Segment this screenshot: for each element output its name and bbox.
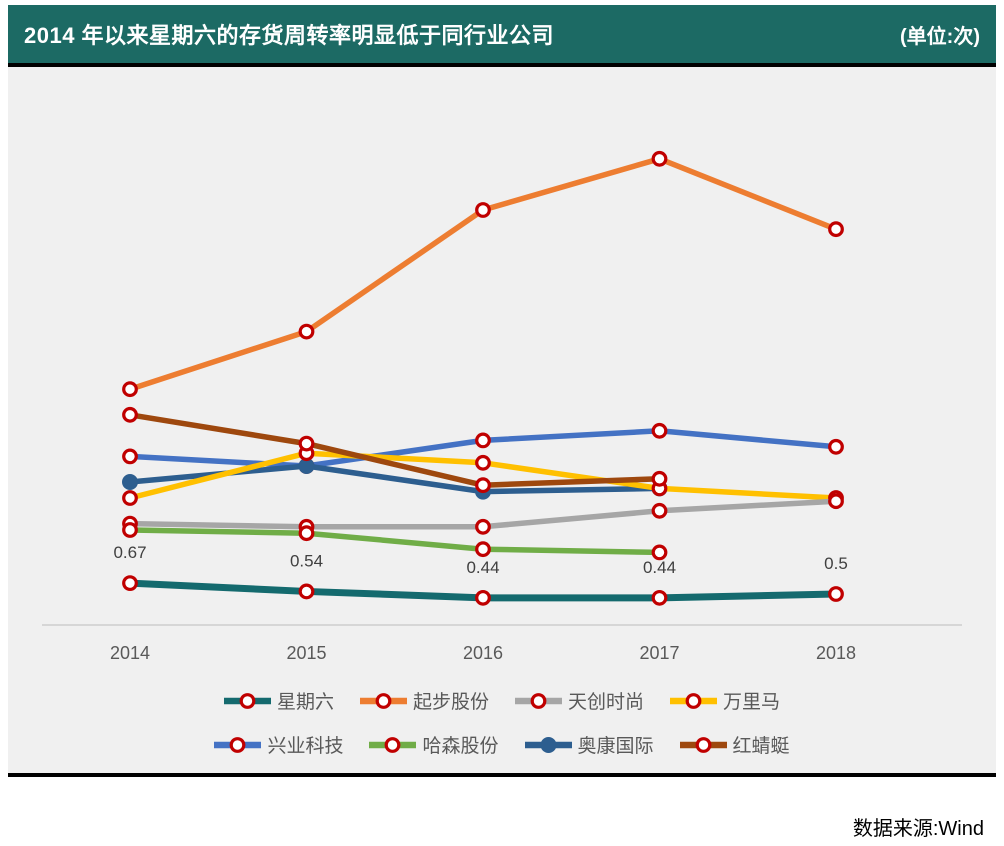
ring-marker-icon	[651, 502, 668, 519]
x-tick-label: 2015	[286, 643, 326, 663]
ring-marker-icon	[475, 454, 491, 471]
legend-item-天创时尚: 天创时尚	[515, 687, 644, 714]
ring-marker-icon	[828, 221, 844, 238]
ring-marker-icon	[651, 470, 668, 487]
ring-marker-icon	[122, 448, 138, 465]
ring-marker-icon	[651, 544, 668, 561]
ring-marker-icon	[475, 202, 491, 218]
ring-marker-icon	[298, 525, 315, 542]
legend-item-星期六: 星期六	[223, 687, 334, 714]
data-label: 0.54	[290, 551, 323, 570]
legend-label: 红蜻蜓	[732, 736, 790, 757]
filled-marker-icon	[298, 458, 315, 474]
ring-marker-icon	[298, 323, 315, 340]
data-label: 0.44	[466, 558, 499, 577]
legend-item-万里马: 万里马	[670, 687, 780, 714]
ring-marker-icon	[122, 490, 138, 506]
legend-marker-icon	[214, 736, 262, 753]
legend-label: 天创时尚	[568, 692, 645, 713]
legend-label: 哈森股份	[422, 736, 499, 757]
legend-label: 起步股份	[412, 692, 489, 713]
ring-marker-icon	[828, 438, 844, 455]
ring-marker-icon	[651, 150, 668, 167]
x-tick-label: 2014	[110, 643, 150, 663]
legend-item-哈森股份: 哈森股份	[369, 731, 499, 758]
chart-header-bar: 2014 年以来星期六的存货周转率明显低于同行业公司 (单位:次)	[8, 5, 996, 63]
top-separator-line	[8, 63, 996, 67]
ring-marker-icon	[475, 432, 491, 449]
legend-label: 兴业科技	[267, 736, 344, 757]
data-label: 0.5	[824, 554, 848, 573]
chart-panel: 2014 2015 2016 2017 2018 0.67 0.54 0.44 0.44 0.5 …	[8, 67, 996, 773]
series-line-红蜻蜓	[127, 412, 663, 488]
ring-marker-icon	[122, 522, 138, 538]
ring-marker-icon	[298, 583, 315, 600]
ring-marker-icon	[475, 477, 491, 494]
filled-marker-icon	[122, 474, 138, 490]
ring-marker-icon	[828, 493, 844, 510]
legend-marker-icon	[223, 692, 271, 709]
ring-marker-icon	[122, 406, 138, 423]
ring-marker-icon	[298, 435, 315, 452]
legend-marker-icon	[515, 692, 562, 709]
legend-marker-icon	[359, 692, 407, 709]
legend-item-奥康国际: 奥康国际	[524, 731, 654, 758]
bottom-separator-line	[8, 773, 996, 777]
ring-marker-icon	[651, 422, 668, 439]
ring-marker-icon	[475, 541, 491, 558]
legend-marker-icon	[369, 736, 417, 753]
ring-marker-icon	[475, 518, 491, 535]
unit-label: (单位:次)	[900, 25, 980, 48]
legend-marker-icon	[670, 692, 718, 709]
legend-row-2: 兴业科技 哈森股份 奥康国际 红蜻蜓	[214, 731, 790, 758]
legend-marker-icon	[524, 736, 572, 753]
ring-marker-icon	[828, 586, 844, 602]
legend-label: 万里马	[723, 692, 781, 713]
legend-item-起步股份: 起步股份	[359, 687, 489, 714]
legend-label: 星期六	[276, 692, 334, 713]
series-line-哈森股份	[127, 527, 663, 556]
data-source-label: 数据来源:Wind	[852, 818, 984, 840]
line-chart: 2014 2015 2016 2017 2018 0.67 0.54 0.44 0.44 0.5	[42, 150, 962, 663]
ring-marker-icon	[122, 381, 138, 398]
legend-item-红蜻蜓: 红蜻蜓	[679, 731, 790, 758]
legend-label: 奥康国际	[577, 736, 654, 757]
x-tick-label: 2018	[816, 643, 856, 663]
data-label: 0.67	[113, 543, 146, 562]
legend-item-兴业科技: 兴业科技	[214, 731, 343, 758]
x-tick-label: 2017	[639, 643, 679, 663]
ring-marker-icon	[475, 589, 491, 606]
ring-marker-icon	[122, 575, 138, 592]
legend-marker-icon	[679, 736, 727, 753]
x-tick-label: 2016	[463, 643, 503, 663]
chart-legend: 星期六 起步股份 天创时尚 万里马 兴业科技 哈森股份 奥康国际 红蜻蜓	[8, 687, 996, 758]
page-title: 2014 年以来星期六的存货周转率明显低于同行业公司	[24, 23, 555, 48]
ring-marker-icon	[651, 589, 668, 606]
data-label: 0.44	[643, 558, 676, 577]
legend-row-1: 星期六 起步股份 天创时尚 万里马	[223, 687, 780, 714]
series-line-起步股份	[127, 156, 839, 392]
